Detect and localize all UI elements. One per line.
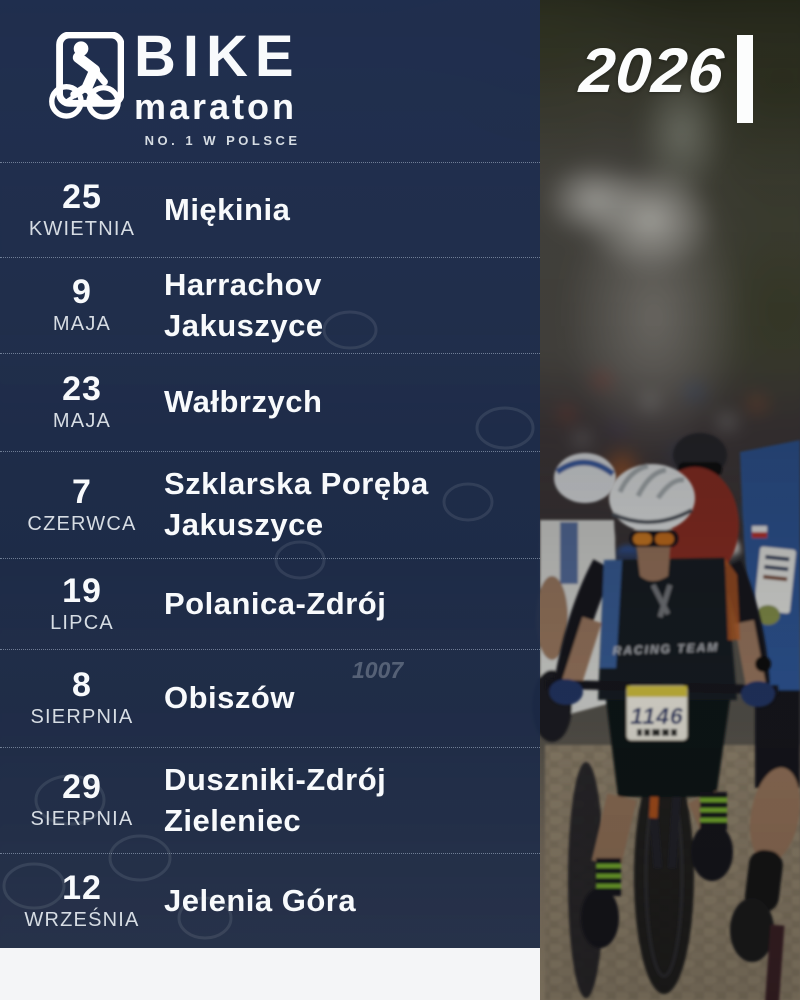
event-city: Szklarska Poręba Jakuszyce [164,466,429,542]
year-bar [737,35,754,123]
event-day: 25 [62,177,102,216]
event-month: CZERWCA [27,512,137,535]
logo: BIKE maraton NO. 1 W POLSCE [42,28,301,148]
event-date: 9 MAJA [0,275,164,336]
event-city: Miękinia [164,191,291,227]
event-date: 23 MAJA [0,372,164,433]
event-city: Duszniki-Zdrój Zieleniec [164,761,387,838]
event-row: 23 MAJA Wałbrzych [0,353,540,451]
event-city: Wałbrzych [164,384,323,420]
event-month: SIERPNIA [30,808,134,830]
event-row: 25 KWIETNIA Miękinia [0,162,540,257]
event-row: 29 SIERPNIA Duszniki-Zdrój Zieleniec [0,747,540,853]
event-month: MAJA [52,410,112,432]
event-month: SIERPNIA [30,706,134,728]
event-row: 8 SIERPNIA Obiszów [0,649,540,747]
brand-tagline: NO. 1 W POLSCE [144,133,301,148]
event-city: Polanica-Zdrój [164,585,387,621]
event-month: KWIETNIA [28,217,136,240]
bottom-strip [0,948,540,1000]
event-date: 8 SIERPNIA [0,668,164,729]
event-day: 8 [72,666,92,704]
year-badge: 2026 [576,35,754,123]
event-month: MAJA [52,313,112,335]
event-day: 9 [72,273,92,311]
event-date: 7 CZERWCA [0,475,164,536]
logo-text: BIKE maraton NO. 1 W POLSCE [134,24,301,149]
year-label: 2026 [576,36,728,106]
event-list: 25 KWIETNIA Miękinia 9 MAJA Harrachov Ja… [0,162,540,948]
event-date: 19 LIPCA [0,574,164,635]
event-day: 19 [62,571,102,610]
brand-name-bottom: maraton [134,86,298,127]
event-row: 12 WRZEŚNIA Jelenia Góra [0,853,540,948]
event-row: 7 CZERWCA Szklarska Poręba Jakuszyce [0,451,540,558]
event-date: 12 WRZEŚNIA [0,871,164,932]
event-day: 7 [72,472,92,511]
event-day: 23 [62,370,102,408]
event-month: WRZEŚNIA [24,908,140,931]
schedule-panel: 1007 BIKE maraton NO. 1 W POLSCE [0,0,540,948]
event-city: Obiszów [164,680,295,716]
brand-name-top: BIKE [134,24,301,89]
event-row: 9 MAJA Harrachov Jakuszyce [0,257,540,353]
event-day: 12 [62,868,102,907]
event-city: Jelenia Góra [164,882,357,918]
photo-dim-overlay [540,0,800,1000]
event-row: 19 LIPCA Polanica-Zdrój [0,558,540,649]
event-month: LIPCA [50,611,114,634]
event-date: 25 KWIETNIA [0,180,164,241]
cyclist-icon [49,32,124,120]
event-city: Harrachov Jakuszyce [164,266,324,343]
event-date: 29 SIERPNIA [0,770,164,831]
event-day: 29 [62,768,102,806]
